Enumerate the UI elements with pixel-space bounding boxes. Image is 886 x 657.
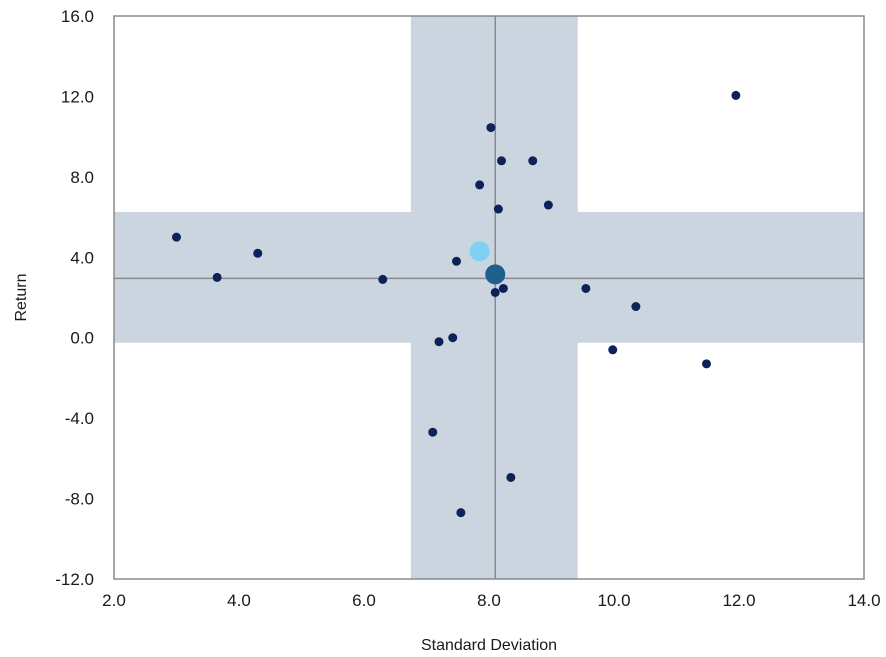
x-tick-label: 10.0	[597, 591, 630, 610]
data-point	[428, 427, 438, 437]
data-point	[475, 180, 485, 190]
data-point	[378, 274, 388, 284]
data-point	[543, 200, 553, 210]
data-point	[448, 333, 458, 343]
data-point	[253, 248, 263, 258]
data-point	[172, 232, 181, 242]
highlight-point	[485, 264, 506, 285]
x-tick-label: 12.0	[722, 591, 755, 610]
y-tick-label: -4.0	[65, 409, 94, 428]
y-tick-label: 16.0	[61, 7, 94, 26]
data-point	[631, 302, 641, 312]
plot-frame	[113, 15, 865, 580]
data-point	[498, 283, 508, 293]
x-axis-label: Standard Deviation	[421, 637, 557, 654]
data-point	[702, 359, 711, 369]
y-axis-label: Return	[13, 273, 30, 321]
x-tick-label: 6.0	[352, 591, 376, 610]
data-point	[456, 508, 466, 518]
x-tick-label: 8.0	[477, 591, 501, 610]
x-tick-labels: 2.0 4.0 6.0 8.0 10.0 12.0 14.0	[102, 591, 880, 610]
y-tick-label: 0.0	[70, 329, 94, 348]
x-tick-label: 4.0	[227, 591, 251, 610]
y-tick-labels: 16.0 12.0 8.0 4.0 0.0 -4.0 -8.0 -12.0	[55, 7, 94, 589]
data-point	[486, 123, 496, 133]
y-tick-label: 4.0	[70, 248, 94, 267]
y-tick-label: 12.0	[61, 87, 94, 106]
data-point	[212, 272, 222, 282]
data-point	[506, 472, 516, 482]
x-tick-label: 2.0	[102, 591, 126, 610]
data-point	[528, 156, 538, 166]
data-point	[493, 204, 503, 214]
data-point	[581, 283, 591, 293]
highlight-points	[469, 241, 506, 285]
y-tick-label: 8.0	[70, 168, 94, 187]
x-tick-label: 14.0	[847, 591, 880, 610]
data-point	[731, 90, 741, 100]
data-point	[490, 287, 500, 297]
shaded-bands	[114, 16, 864, 579]
y-tick-label: -8.0	[65, 490, 94, 509]
data-point	[497, 156, 506, 166]
data-point	[434, 337, 444, 347]
y-tick-label: -12.0	[55, 570, 94, 589]
data-point	[452, 256, 461, 266]
data-point	[608, 345, 618, 355]
data-points	[172, 90, 741, 518]
highlight-point	[469, 241, 490, 262]
